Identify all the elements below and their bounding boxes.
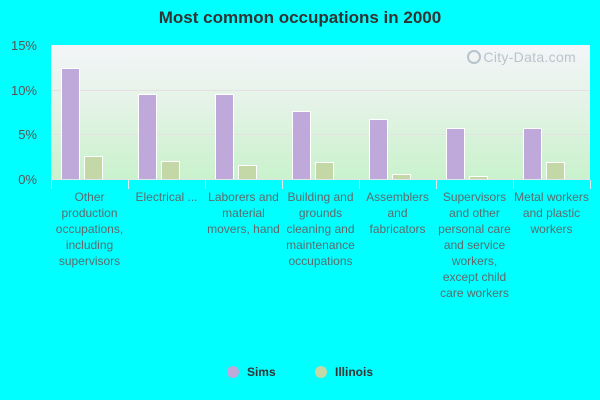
x-tick — [205, 180, 206, 189]
bar-sims[interactable] — [369, 119, 388, 179]
bar-sims[interactable] — [61, 68, 80, 179]
bar-sims[interactable] — [215, 94, 234, 179]
legend-label: Sims — [246, 365, 276, 379]
x-category-label: Assemblers and fabricators — [366, 190, 429, 236]
chart-title: Most common occupations in 2000 — [158, 8, 442, 27]
x-tick — [51, 180, 52, 189]
gridline-10 — [51, 90, 590, 91]
x-tick — [282, 180, 283, 189]
x-category-label: Other production occupations, including … — [55, 190, 124, 268]
y-tick-label: 0% — [18, 172, 37, 187]
legend-item-illinois[interactable]: Illinois — [315, 365, 373, 379]
x-axis — [51, 179, 590, 180]
y-tick-label: 15% — [10, 38, 37, 53]
bar-sims[interactable] — [138, 94, 157, 179]
legend-label: Illinois — [335, 365, 374, 379]
bar-illinois[interactable] — [546, 162, 565, 179]
legend-dot-icon — [315, 366, 327, 378]
bar-sims[interactable] — [292, 111, 311, 179]
bar-illinois[interactable] — [469, 176, 488, 179]
bar-sims[interactable] — [523, 128, 542, 179]
x-tick — [359, 180, 360, 189]
x-category-label: Electrical ... — [135, 190, 198, 204]
x-category-label: Building and grounds cleaning and mainte… — [286, 190, 355, 268]
legend-dot-icon — [226, 366, 239, 378]
x-category-label: Laborers and material movers, hand — [207, 190, 280, 236]
legend-item-sims[interactable]: Sims — [226, 365, 276, 379]
bar-illinois[interactable] — [84, 155, 103, 179]
y-tick-label: 10% — [10, 83, 37, 98]
x-category-label: Metal workers and plastic workers — [514, 190, 589, 236]
bar-illinois[interactable] — [161, 161, 180, 179]
x-category-label: Supervisors and other personal care and … — [438, 190, 511, 300]
x-tick — [128, 180, 129, 189]
plot-area: City-Data.com — [51, 45, 590, 179]
x-tick — [513, 180, 514, 189]
bar-sims[interactable] — [446, 128, 465, 179]
gridline-5 — [51, 134, 590, 135]
x-tick — [436, 180, 437, 189]
magnifier-icon — [467, 50, 482, 64]
x-tick — [590, 180, 591, 189]
watermark: City-Data.com — [467, 49, 576, 65]
bar-illinois[interactable] — [392, 173, 411, 179]
bar-illinois[interactable] — [238, 164, 257, 179]
bar-illinois[interactable] — [315, 162, 334, 179]
watermark-text: City-Data.com — [483, 49, 576, 65]
y-tick-label: 5% — [18, 127, 37, 142]
legend: Sims Illinois — [0, 365, 600, 379]
